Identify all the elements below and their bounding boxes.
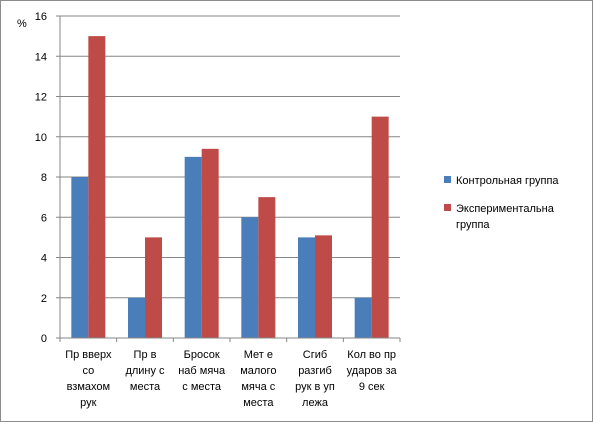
x-category-label: Пр вверх со взмахом рук [65,349,112,409]
x-category-label-line: разгиб [298,365,332,377]
y-tick-label: 10 [35,132,47,144]
x-category-label-line: места [243,397,274,409]
legend-swatch [444,176,451,183]
bar-series-2 [145,237,162,338]
y-tick-label: 4 [41,253,47,265]
x-category-label-line: Мет е [244,349,273,361]
x-category-label-line: длину с [125,365,165,377]
bar-series-2 [315,235,332,338]
y-tick-label: 12 [35,92,47,104]
y-tick-label: 16 [35,11,47,23]
bar-series-2 [201,148,219,338]
legend-entry: Контрольная группа [456,175,559,187]
x-category-label-line: взмахом [67,381,111,393]
x-category-label-line: с места [182,381,222,393]
legend-swatch [444,204,451,211]
legend-entry-line: Экспериментальна [456,203,555,215]
legend-entry: Экспериментальна группа [456,203,555,231]
x-category-label-line: ударов за [347,365,398,377]
x-category-label: Мет е малого мяча с места [240,349,276,409]
bar-series-1 [241,217,259,338]
x-category-label-line: Сгиб [303,349,327,361]
gridlines [56,15,401,342]
x-category-label-line: Пр вверх [65,349,112,361]
y-tick-label: 0 [41,333,47,345]
x-category-label: Кол во пр ударов за 9 сек [347,349,398,393]
bar-series-1 [354,297,372,338]
bar-series-1 [71,177,89,338]
x-category-label-line: наб мяча [178,365,226,377]
y-tick-label: 14 [35,51,47,63]
x-category-label-line: лежа [302,397,329,409]
x-category-label-line: со [82,365,94,377]
y-tick-labels: 0 2 4 6 8 10 12 14 16 [35,11,47,345]
y-tick-label: 2 [41,293,47,305]
bars [71,36,389,338]
x-category-label-line: малого [240,365,276,377]
y-tick-label: 6 [41,212,47,224]
bar-series-2 [88,36,106,338]
x-category-label-line: мяча с [241,381,275,393]
bar-series-1 [298,237,315,338]
y-tick-label: 8 [41,172,47,184]
y-axis-label: % [17,18,27,30]
bar-series-1 [184,156,202,338]
x-category-label: Сгиб разгиб рук в уп лежа [295,349,335,409]
x-category-labels: Пр вверх со взмахом рук Пр в длину с места Брос… [65,349,397,409]
legend-entry-line: группа [456,219,490,231]
x-category-label-line: Пр в [134,349,157,361]
x-category-label-line: места [130,381,161,393]
axes [59,16,400,339]
legend-entry-line: Контрольная группа [456,175,559,187]
x-category-label: Бросок наб мяча с места [178,349,226,393]
bar-series-2 [258,197,276,338]
legend: Контрольная группа Экспериментальна группа [444,175,559,231]
x-category-label-line: 9 сек [359,381,385,393]
bar-series-1 [128,297,145,338]
x-category-label-line: рук [80,397,96,409]
x-category-label-line: Бросок [184,349,220,361]
x-category-label: Пр в длину с места [125,349,165,393]
bar-series-2 [371,116,389,338]
x-category-label-line: Кол во пр [347,349,396,361]
x-category-label-line: рук в уп [295,381,335,393]
